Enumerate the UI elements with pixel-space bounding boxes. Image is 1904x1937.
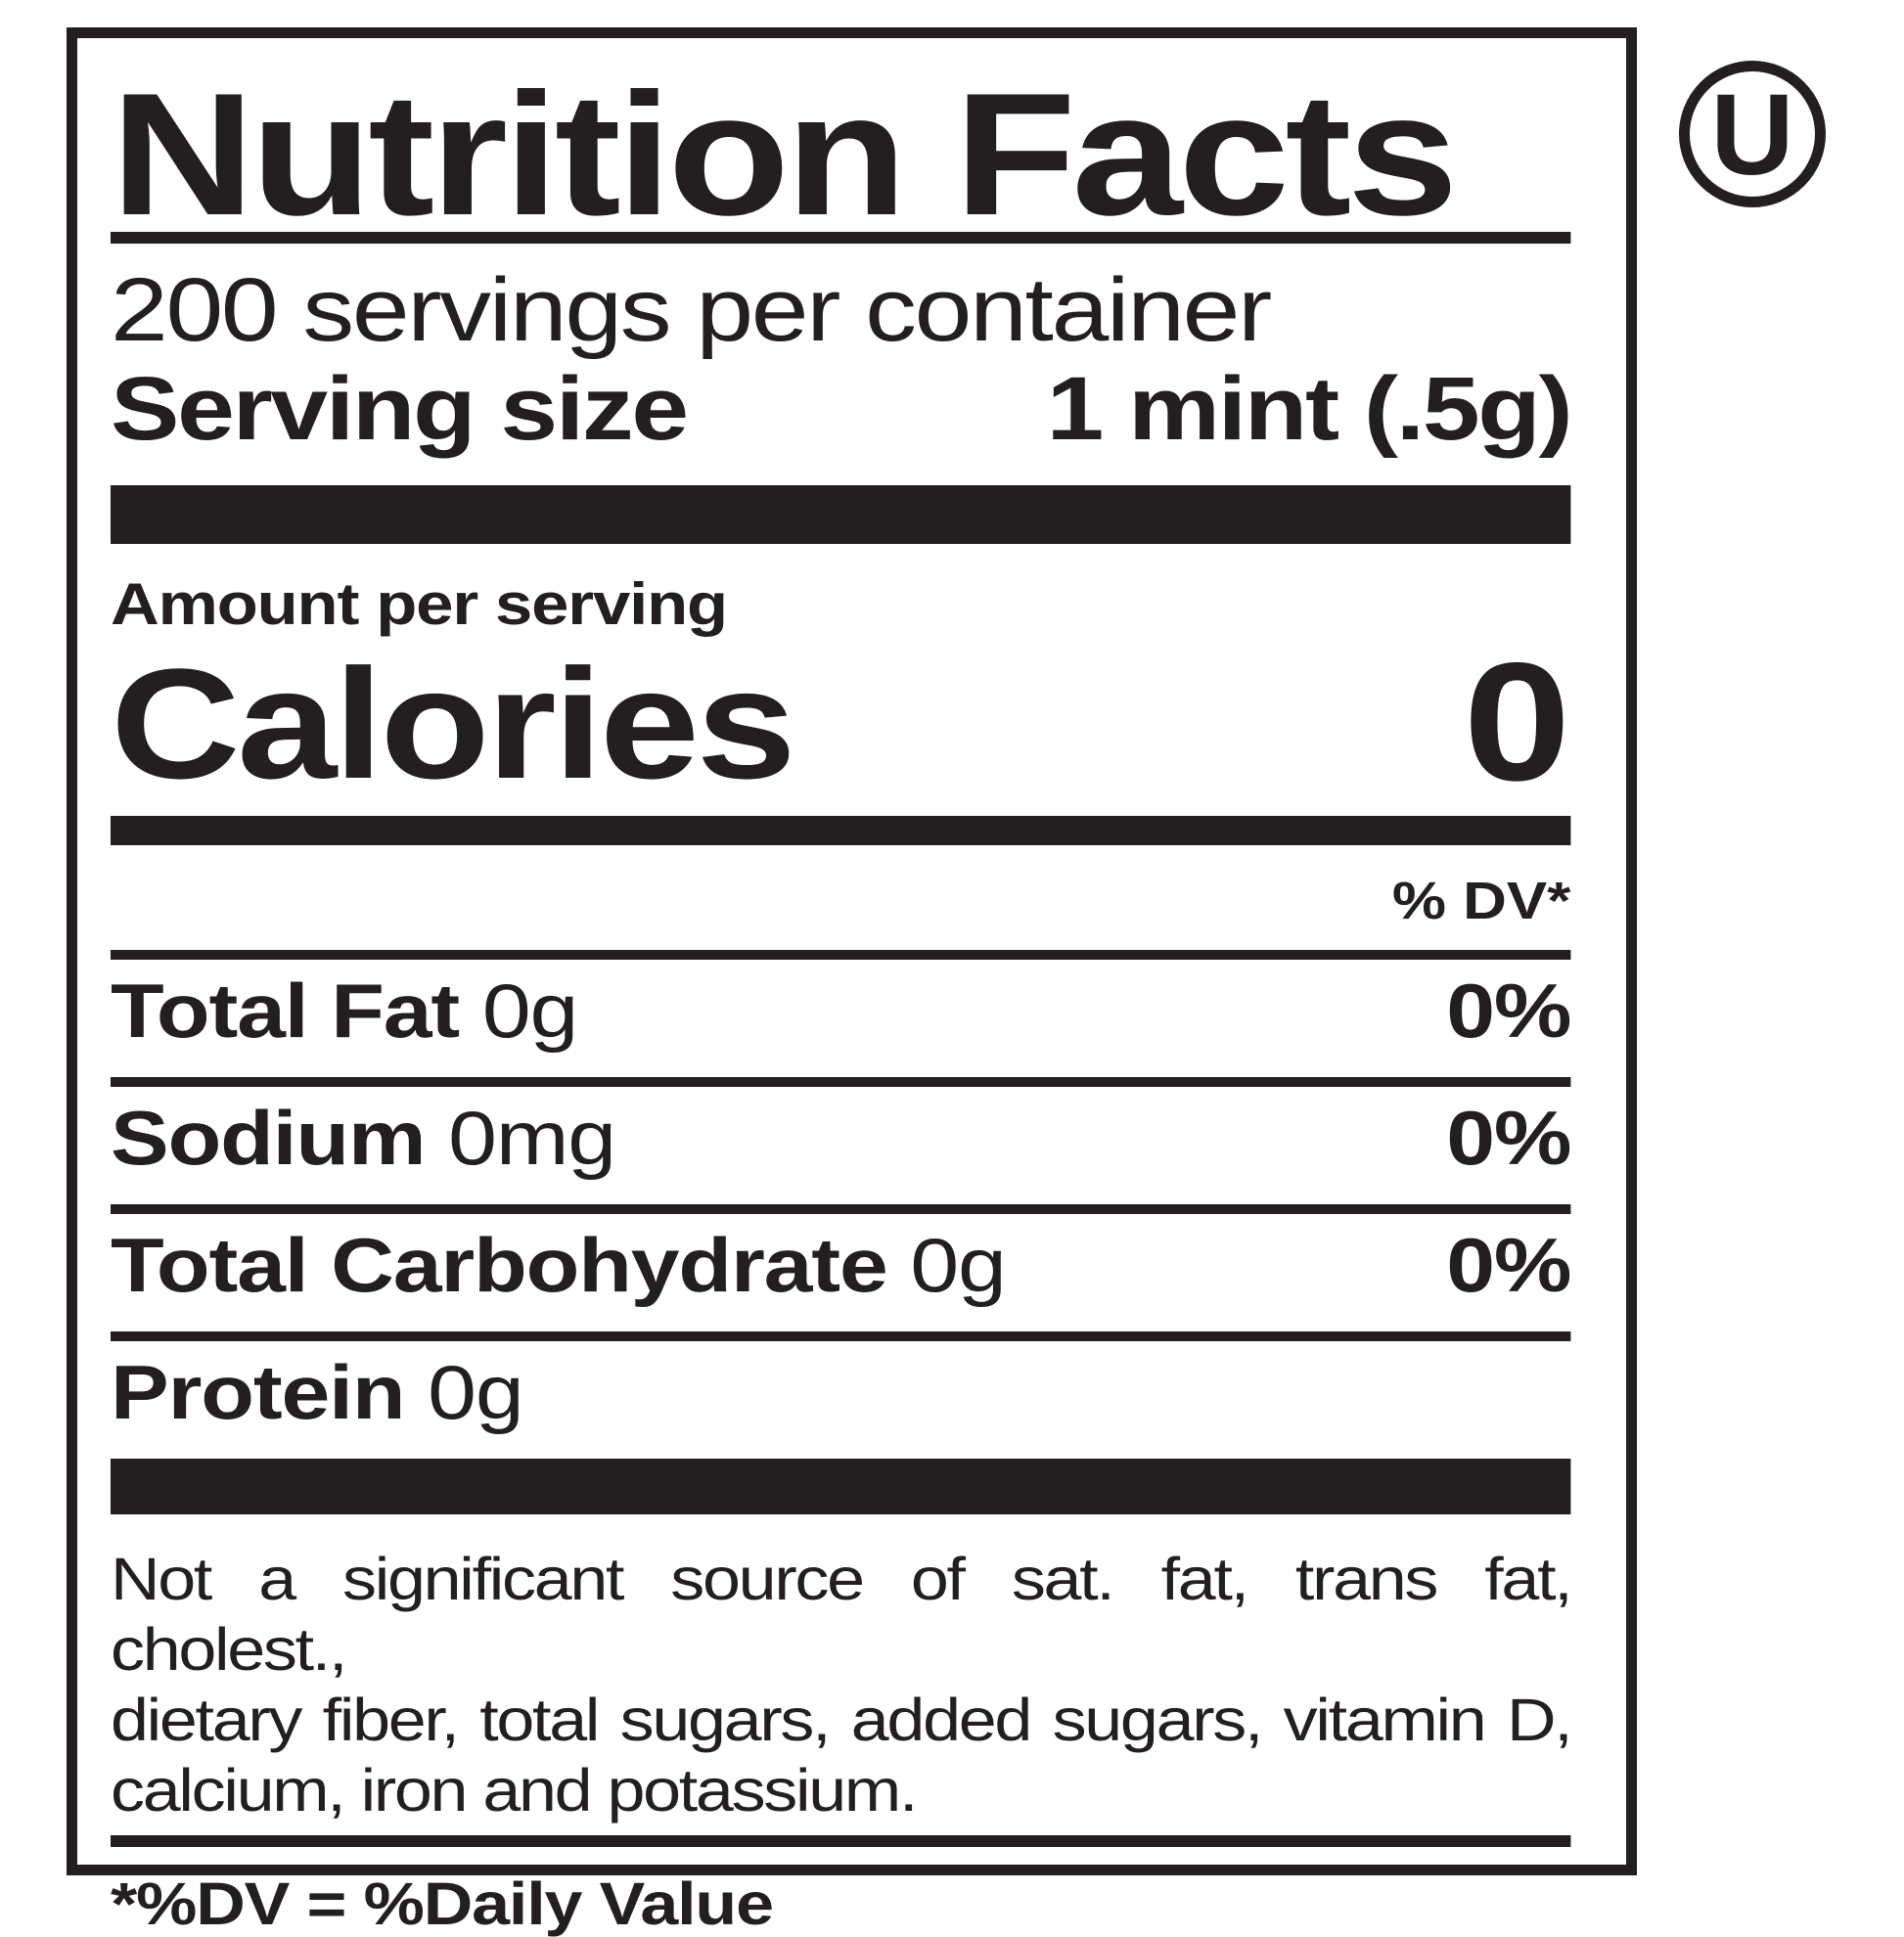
- separator-bar-thick-top: [111, 485, 1571, 545]
- nutrient-amount: 0g: [428, 1348, 523, 1435]
- servings-per-container: 200 servings per container: [111, 260, 1272, 360]
- nutrient-amount: 0g: [481, 967, 578, 1054]
- nutrient-amount: 0mg: [448, 1094, 616, 1181]
- nutrient-name: Total Fat: [111, 967, 460, 1054]
- footnote-line: Not a significant source of sat. fat, tr…: [111, 1545, 1573, 1683]
- nutrient-divider: [111, 1076, 1571, 1087]
- nutrient-name: Total Carbohydrate: [111, 1221, 888, 1308]
- calories-row: Calories 0: [111, 628, 1571, 817]
- nutrient-name: Protein: [111, 1348, 406, 1435]
- label-title: Nutrition Facts: [111, 57, 1459, 251]
- footnote-line: calcium, iron and potassium.: [111, 1756, 918, 1824]
- kosher-u-letter: U: [1710, 70, 1794, 200]
- separator-bar-thick-bottom: [111, 1458, 1571, 1514]
- nutrient-text: Protein 0g: [111, 1352, 524, 1433]
- footnote: Not a significant source of sat. fat, tr…: [111, 1544, 1573, 1825]
- nutrient-name: Sodium: [111, 1094, 427, 1181]
- daily-value-header: % DV*: [1391, 871, 1571, 930]
- nutrient-text: Total Carbohydrate 0g: [111, 1225, 1007, 1306]
- calories-label: Calories: [111, 635, 796, 811]
- daily-value-note: *%DV = %Daily Value: [111, 1869, 774, 1937]
- nutrient-divider: [111, 949, 1571, 960]
- amount-per-serving-label: Amount per serving: [111, 571, 728, 638]
- nutrient-row-protein: Protein 0g: [111, 1341, 1570, 1459]
- label-content: Nutrition Facts 200 servings per contain…: [111, 38, 1573, 1937]
- nutrient-row-sodium: Sodium 0mg 0%: [111, 1087, 1572, 1204]
- footnote-line: dietary fiber, total sugars, added sugar…: [111, 1686, 1573, 1753]
- nutrient-dv: 0%: [1446, 1094, 1571, 1181]
- nutrient-row-total-fat: Total Fat 0g 0%: [111, 960, 1572, 1077]
- footnote-divider: [111, 1834, 1571, 1847]
- nutrient-divider: [111, 1330, 1571, 1341]
- nutrient-text: Total Fat 0g: [111, 967, 578, 1054]
- serving-size-value: 1 mint (.5g): [1046, 358, 1573, 459]
- serving-size-row: Serving size 1 mint (.5g): [111, 358, 1573, 459]
- nutrient-dv: 0%: [1446, 967, 1571, 1054]
- nutrient-divider: [111, 1203, 1571, 1214]
- calories-value: 0: [1463, 628, 1571, 817]
- title-divider: [111, 232, 1571, 244]
- nutrient-row-total-carbohydrate: Total Carbohydrate 0g 0%: [111, 1214, 1572, 1331]
- nutrient-amount: 0g: [910, 1221, 1006, 1308]
- serving-size-label: Serving size: [111, 358, 689, 459]
- nutrition-facts-label: Nutrition Facts 200 servings per contain…: [67, 27, 1637, 1933]
- nutrient-text: Sodium 0mg: [111, 1098, 616, 1179]
- separator-bar-medium: [111, 815, 1571, 845]
- kosher-ou-symbol: U: [1679, 61, 1826, 207]
- nutrient-dv: 0%: [1446, 1221, 1571, 1308]
